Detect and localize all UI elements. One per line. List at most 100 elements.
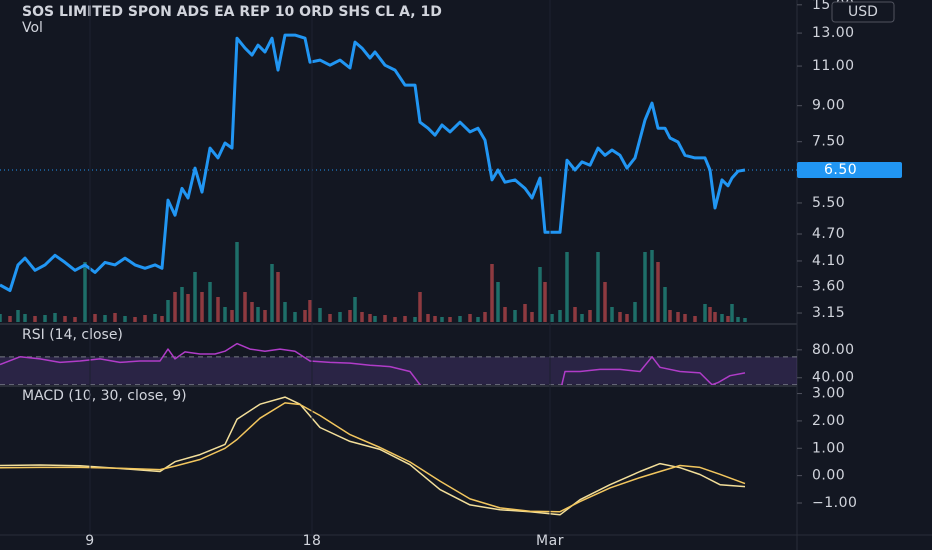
y-tick-label: 5.50 — [812, 195, 845, 211]
volume-bar — [618, 312, 622, 322]
volume-bar — [230, 310, 234, 322]
volume-bar — [543, 282, 547, 322]
volume-bar — [693, 316, 697, 322]
y-tick-label: 11.00 — [812, 58, 855, 74]
volume-bar — [256, 307, 260, 322]
volume-bar — [703, 304, 707, 322]
volume-bar — [483, 312, 487, 322]
volume-bar — [418, 292, 422, 322]
x-tick-label: 18 — [303, 533, 322, 549]
series-line — [0, 342, 746, 385]
last-price-label: 6.50 — [824, 162, 857, 178]
volume-bar — [743, 318, 747, 322]
volume-bar — [668, 310, 672, 322]
currency-badge[interactable] — [831, 1, 895, 23]
rsi-title: RSI (14, close) — [22, 327, 123, 343]
y-tick-label: 2.00 — [812, 413, 845, 429]
volume-label: Vol — [22, 20, 43, 36]
volume-bar — [353, 297, 357, 322]
volume-bar — [270, 264, 274, 322]
volume-bar — [656, 262, 660, 322]
volume-bar — [588, 310, 592, 322]
x-tick-label: Mar — [536, 533, 564, 549]
y-tick-label: 80.00 — [812, 342, 855, 358]
volume-bar — [426, 314, 430, 322]
volume-bar — [565, 252, 569, 322]
y-tick-label: 7.50 — [812, 134, 845, 150]
volume-bar — [360, 312, 364, 322]
series-line — [0, 396, 746, 516]
volume-bar — [308, 300, 312, 322]
last-price-box — [797, 161, 902, 178]
volume-bar — [393, 317, 397, 322]
volume-bar — [596, 252, 600, 322]
volume-bar — [458, 316, 462, 322]
volume-bar — [633, 302, 637, 322]
volume-bar — [16, 310, 20, 322]
volume-bar — [33, 316, 37, 322]
volume-bar — [440, 317, 444, 322]
price-pane — [0, 33, 797, 322]
y-tick-label: 40.00 — [812, 370, 855, 386]
legend: SOS LIMITED SPON ADS EA REP 10 ORD SHS C… — [22, 4, 442, 36]
volume-bar — [173, 292, 177, 322]
y-tick-label: 4.10 — [812, 253, 845, 269]
volume-bar — [318, 308, 322, 322]
volume-bar — [8, 316, 12, 322]
y-tick-label: 9.00 — [812, 98, 845, 114]
volume-bar — [523, 304, 527, 322]
volume-bar — [143, 315, 147, 322]
volume-bar — [283, 302, 287, 322]
x-tick-label: 9 — [85, 533, 94, 549]
volume-bar — [216, 297, 220, 322]
volume-bar — [580, 314, 584, 322]
volume-bar — [373, 316, 377, 322]
volume-bar — [736, 317, 740, 322]
volume-bar — [328, 314, 332, 322]
volume-bar — [720, 314, 724, 322]
volume-bar — [235, 242, 239, 322]
volume-bar — [133, 317, 137, 322]
y-tick-label: 4.70 — [812, 226, 845, 242]
volume-bar — [476, 317, 480, 322]
y-tick-label: 1.00 — [812, 440, 845, 456]
volume-bar — [93, 314, 97, 322]
volume-bar — [153, 314, 157, 322]
volume-bar — [73, 317, 77, 322]
chart-title: SOS LIMITED SPON ADS EA REP 10 ORD SHS C… — [22, 4, 442, 20]
volume-bar — [403, 316, 407, 322]
volume-bar — [643, 252, 647, 322]
volume-bar — [550, 314, 554, 322]
rsi-pane — [0, 342, 797, 385]
volume-bar — [448, 317, 452, 322]
volume-bar — [650, 250, 654, 322]
volume-bar — [208, 282, 212, 322]
volume-bar — [490, 264, 494, 322]
volume-bar — [610, 307, 614, 322]
volume-bar — [53, 313, 57, 322]
volume-bar — [276, 272, 280, 322]
volume-bar — [538, 267, 542, 322]
y-tick-label: 0.00 — [812, 468, 845, 484]
volume-bar — [730, 304, 734, 322]
series-line — [0, 33, 746, 292]
series-line — [0, 402, 746, 513]
volume-bar — [603, 282, 607, 322]
macd-pane — [0, 396, 746, 516]
volume-bar — [243, 292, 247, 322]
volume-bar — [293, 312, 297, 322]
macd-title: MACD (10, 30, close, 9) — [22, 388, 187, 404]
volume-bar — [338, 312, 342, 322]
axes: 918Mar15.0013.0011.009.007.505.504.704.1… — [85, 0, 902, 549]
y-tick-label: 3.00 — [812, 386, 845, 402]
volume-bar — [503, 307, 507, 322]
volume-bar — [113, 313, 117, 322]
y-tick-label: 13.00 — [812, 25, 855, 41]
volume-bar — [496, 282, 500, 322]
volume-bar — [413, 317, 417, 322]
volume-bar — [433, 316, 437, 322]
volume-bar — [0, 314, 2, 322]
volume-bar — [713, 312, 717, 322]
currency: USD — [848, 4, 878, 20]
